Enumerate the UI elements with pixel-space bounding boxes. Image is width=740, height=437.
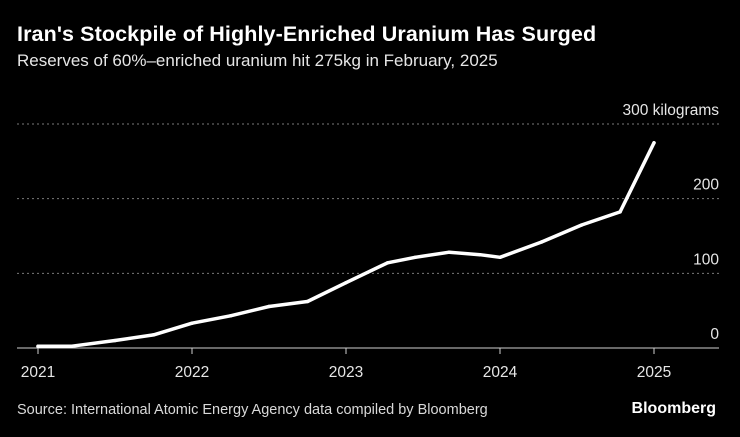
data-point	[70, 344, 74, 348]
chart-title: Iran's Stockpile of Highly-Enriched Uran…	[17, 22, 597, 46]
y-tick-label: 100	[693, 251, 719, 268]
data-point	[267, 304, 271, 309]
data-point	[305, 299, 310, 304]
data-point	[618, 210, 622, 214]
data-point	[652, 141, 656, 145]
data-point	[344, 280, 348, 285]
x-axis: 2021 2022 2023 2024 2025	[17, 347, 719, 381]
data-point	[151, 333, 156, 337]
data-point	[498, 255, 502, 259]
data-point	[113, 338, 117, 343]
data-point	[190, 321, 194, 325]
x-tick-label: 2023	[329, 364, 363, 381]
x-tick-label: 2021	[21, 364, 55, 381]
y-tick-label: 300 kilograms	[623, 102, 720, 119]
bloomberg-logo: Bloomberg	[631, 400, 716, 417]
x-tick-label: 2025	[637, 364, 671, 381]
series-line-0	[36, 141, 656, 348]
data-point	[579, 223, 584, 227]
data-point	[385, 261, 390, 265]
data-point	[36, 344, 40, 348]
chart-subtitle: Reserves of 60%–enriched uranium hit 275…	[17, 51, 498, 70]
x-tick-label: 2022	[175, 364, 209, 381]
data-point	[539, 240, 544, 244]
series-layer	[36, 141, 656, 348]
data-point	[478, 253, 482, 257]
x-tick-label: 2024	[483, 364, 518, 381]
y-axis-labels: 0 100 200 300 kilograms	[623, 102, 720, 343]
data-point	[228, 314, 233, 318]
grid-lines	[17, 123, 719, 274]
data-point	[413, 255, 417, 259]
y-tick-label: 200	[693, 177, 719, 194]
data-point	[447, 250, 451, 254]
y-tick-label: 0	[710, 326, 719, 343]
source-note: Source: International Atomic Energy Agen…	[17, 402, 488, 418]
